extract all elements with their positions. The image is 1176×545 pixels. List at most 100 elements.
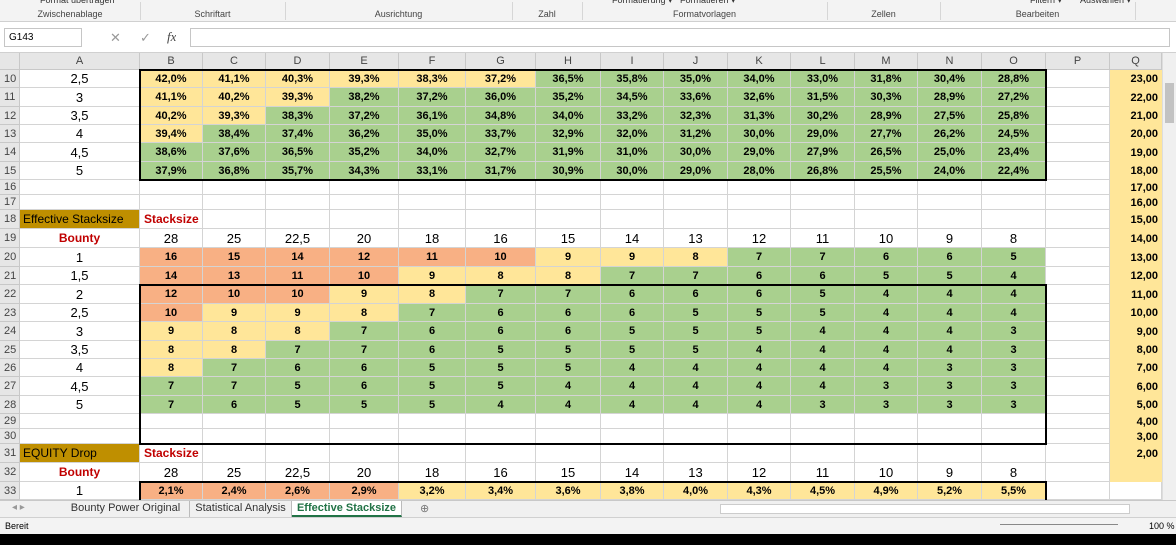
grid-cell bbox=[266, 210, 330, 229]
grid-cell bbox=[1046, 341, 1110, 359]
column-header[interactable]: A bbox=[20, 53, 140, 70]
row-header[interactable]: 23 bbox=[0, 304, 20, 322]
row-header[interactable]: 32 bbox=[0, 463, 20, 482]
row-header[interactable]: 15 bbox=[0, 162, 20, 180]
row-header[interactable]: 22 bbox=[0, 285, 20, 304]
column-header[interactable]: P bbox=[1046, 53, 1110, 70]
ribbon-item[interactable]: Filtern ▾ bbox=[1030, 0, 1063, 5]
grid-cell bbox=[203, 210, 266, 229]
grid-cell bbox=[1046, 429, 1110, 444]
row-header[interactable]: 24 bbox=[0, 322, 20, 341]
ribbon-item[interactable]: Formatierung ▾ bbox=[612, 0, 673, 5]
column-header[interactable]: K bbox=[728, 53, 791, 70]
row-header[interactable]: 28 bbox=[0, 396, 20, 414]
value-cell: 4 bbox=[664, 359, 728, 377]
q-cell: 5,00 bbox=[1136, 399, 1158, 411]
zoom-slider[interactable] bbox=[1000, 524, 1118, 525]
row-header[interactable]: 13 bbox=[0, 125, 20, 143]
value-cell: 8 bbox=[266, 322, 330, 341]
scroll-thumb[interactable] bbox=[1165, 83, 1174, 123]
value-cell: 35,0% bbox=[664, 70, 728, 88]
row-header[interactable]: 19 bbox=[0, 229, 20, 248]
tab-nav[interactable]: ◂ ▸ bbox=[12, 502, 25, 513]
value-cell: 7 bbox=[664, 267, 728, 285]
row-label: 1,5 bbox=[20, 267, 140, 285]
row-header[interactable]: 26 bbox=[0, 359, 20, 377]
row-header[interactable]: 18 bbox=[0, 210, 20, 229]
row-header[interactable]: 11 bbox=[0, 88, 20, 107]
column-header[interactable]: J bbox=[664, 53, 728, 70]
q-cell: 21,00 bbox=[1130, 110, 1158, 122]
q-cell: 23,00 bbox=[1130, 73, 1158, 85]
sheet-tab[interactable]: Bounty Power Original bbox=[62, 501, 190, 517]
section-title: EQUITY Drop bbox=[20, 444, 140, 463]
q-cell: 2,00 bbox=[1136, 447, 1158, 460]
row-label: 4,5 bbox=[20, 377, 140, 396]
value-cell: 3 bbox=[855, 396, 918, 414]
column-header[interactable]: C bbox=[203, 53, 266, 70]
sheet-tab[interactable]: Effective Stacksize bbox=[292, 501, 402, 517]
value-cell: 32,0% bbox=[601, 125, 664, 143]
row-header[interactable]: 20 bbox=[0, 248, 20, 267]
row-header[interactable]: 29 bbox=[0, 414, 20, 429]
formula-input[interactable] bbox=[190, 28, 1170, 47]
column-header[interactable]: N bbox=[918, 53, 982, 70]
q-cell: 13,00 bbox=[1130, 251, 1158, 264]
sheet-tab[interactable]: Statistical Analysis bbox=[190, 501, 292, 517]
row-header[interactable]: 31 bbox=[0, 444, 20, 463]
cancel-icon[interactable]: ✕ bbox=[110, 30, 121, 45]
name-box[interactable]: G143 bbox=[4, 28, 82, 47]
value-cell: 5 bbox=[918, 267, 982, 285]
horizontal-scrollbar[interactable] bbox=[720, 504, 1130, 514]
column-header[interactable]: M bbox=[855, 53, 918, 70]
grid-cell bbox=[20, 195, 140, 210]
grid-cell bbox=[1046, 88, 1110, 107]
ribbon-item[interactable]: Format übertragen bbox=[40, 0, 115, 5]
ribbon-item[interactable]: Auswählen ▾ bbox=[1080, 0, 1132, 5]
ribbon-item[interactable]: Formatieren ▾ bbox=[680, 0, 736, 5]
row-header[interactable]: 16 bbox=[0, 180, 20, 195]
value-cell: 33,6% bbox=[664, 88, 728, 107]
row-header[interactable]: 12 bbox=[0, 107, 20, 125]
grid-cell bbox=[1110, 482, 1162, 500]
value-cell: 7 bbox=[536, 285, 601, 304]
value-cell: 37,2% bbox=[466, 70, 536, 88]
row-header[interactable]: 10 bbox=[0, 70, 20, 88]
row-header[interactable]: 27 bbox=[0, 377, 20, 396]
value-cell: 2,9% bbox=[330, 482, 399, 500]
value-cell: 4 bbox=[728, 359, 791, 377]
row-header[interactable]: 30 bbox=[0, 429, 20, 444]
row-header[interactable]: 25 bbox=[0, 341, 20, 359]
column-header[interactable]: L bbox=[791, 53, 855, 70]
value-cell: 31,3% bbox=[728, 107, 791, 125]
row-header[interactable]: 17 bbox=[0, 195, 20, 210]
vertical-scrollbar[interactable] bbox=[1162, 53, 1176, 500]
value-cell: 32,3% bbox=[664, 107, 728, 125]
grid-cell bbox=[399, 180, 466, 195]
grid-cell bbox=[918, 414, 982, 429]
row-header[interactable]: 21 bbox=[0, 267, 20, 285]
add-sheet[interactable]: ⊕ bbox=[420, 503, 430, 515]
column-header[interactable]: H bbox=[536, 53, 601, 70]
select-all[interactable] bbox=[0, 53, 20, 70]
row-header[interactable]: 14 bbox=[0, 143, 20, 162]
grid-cell bbox=[855, 180, 918, 195]
row-header[interactable]: 33 bbox=[0, 482, 20, 500]
column-header[interactable]: Q bbox=[1110, 53, 1162, 70]
zoom-level[interactable]: 100 % bbox=[1149, 521, 1175, 531]
column-header[interactable]: I bbox=[601, 53, 664, 70]
q-cell: 16,00 bbox=[1130, 196, 1158, 209]
column-header[interactable]: D bbox=[266, 53, 330, 70]
column-header[interactable]: F bbox=[399, 53, 466, 70]
grid-cell bbox=[601, 414, 664, 429]
value-cell: 32,7% bbox=[466, 143, 536, 162]
enter-icon[interactable]: ✓ bbox=[140, 30, 151, 45]
fx-button[interactable]: fx bbox=[167, 29, 177, 44]
column-header[interactable]: E bbox=[330, 53, 399, 70]
column-header[interactable]: G bbox=[466, 53, 536, 70]
column-header[interactable]: O bbox=[982, 53, 1046, 70]
column-value: 15 bbox=[536, 463, 601, 482]
grid-cell bbox=[918, 210, 982, 229]
column-header[interactable]: B bbox=[140, 53, 203, 70]
